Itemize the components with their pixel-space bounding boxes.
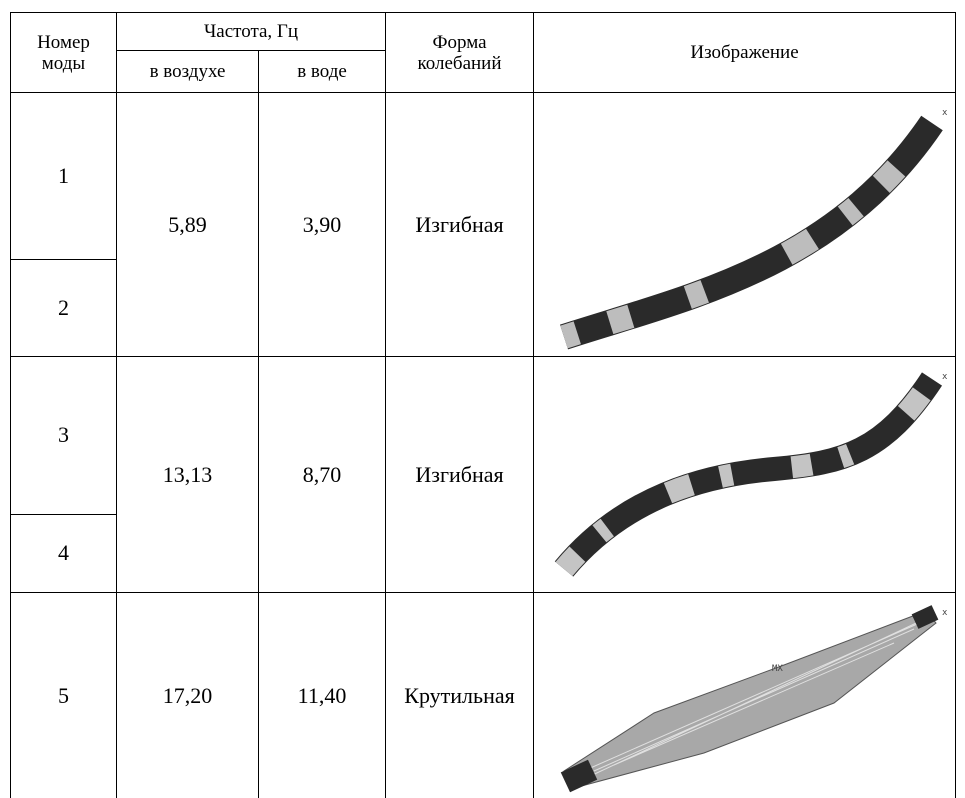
table-row: 5 17,20 11,40 Крутильная x MX <box>11 593 956 798</box>
shape-cell: Изгибная <box>386 93 534 357</box>
beam <box>564 123 932 337</box>
axis-label: x <box>942 608 948 618</box>
water-cell: 11,40 <box>259 593 386 798</box>
shape-cell: Крутильная <box>386 593 534 798</box>
image-cell: x MX <box>534 593 956 798</box>
header-cell: в воде <box>259 51 386 93</box>
header-cell: в воздухе <box>117 51 259 93</box>
air-cell: 13,13 <box>117 357 259 593</box>
mode-image: x <box>534 93 956 356</box>
modes-table: Номер моды Частота, Гц Форма колебаний И… <box>10 12 956 798</box>
beam <box>564 379 932 569</box>
mode-cell: 3 <box>11 357 117 515</box>
header-cell: Частота, Гц <box>117 13 386 51</box>
table-row: 3 13,13 8,70 Изгибная x <box>11 357 956 515</box>
beam-shading <box>564 123 932 337</box>
header-cell: Изображение <box>534 13 956 93</box>
water-cell: 3,90 <box>259 93 386 357</box>
beam <box>564 611 936 788</box>
header-row: Номер моды Частота, Гц Форма колебаний И… <box>11 13 956 51</box>
mode-cell: 5 <box>11 593 117 798</box>
mode-cell: 2 <box>11 259 117 356</box>
image-cell: x <box>534 93 956 357</box>
shape-cell: Изгибная <box>386 357 534 593</box>
mode-image: x <box>534 357 956 592</box>
page: Номер моды Частота, Гц Форма колебаний И… <box>0 0 965 795</box>
mode-cell: 4 <box>11 514 117 592</box>
water-cell: 8,70 <box>259 357 386 593</box>
table-row: 1 5,89 3,90 Изгибная x <box>11 93 956 260</box>
axis-label: x <box>942 372 948 382</box>
image-cell: x <box>534 357 956 593</box>
mode-cell: 1 <box>11 93 117 260</box>
axis-label: x <box>942 108 948 118</box>
header-cell: Номер моды <box>11 13 117 93</box>
image-label: MX <box>772 664 783 674</box>
header-cell: Форма колебаний <box>386 13 534 93</box>
air-cell: 5,89 <box>117 93 259 357</box>
mode-image: x MX <box>534 593 956 798</box>
air-cell: 17,20 <box>117 593 259 798</box>
